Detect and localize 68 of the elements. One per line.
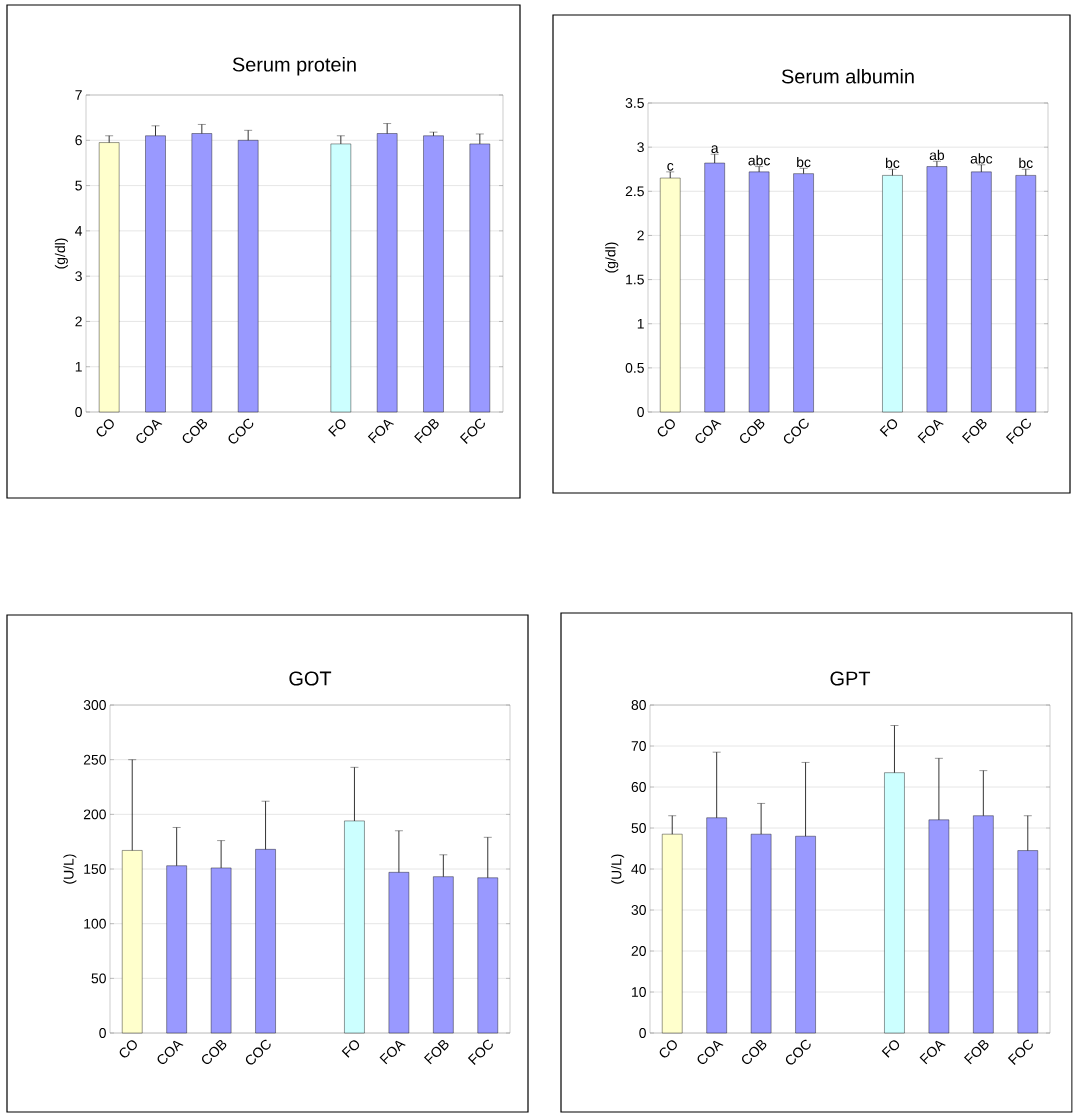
chart-title: Serum albumin <box>782 68 914 84</box>
y-tick-label: 2.5 <box>626 186 645 197</box>
bar <box>749 171 770 413</box>
y-tick-label: 30 <box>631 905 647 915</box>
x-tick-label: CO <box>657 419 676 437</box>
y-tick-label: 1 <box>75 361 83 372</box>
y-tick-label: 150 <box>84 864 107 874</box>
chart-title: GOT <box>289 671 332 686</box>
y-tick-label: 3.5 <box>625 98 645 108</box>
annotation: abc <box>748 155 771 166</box>
annotation: a <box>711 145 719 154</box>
y-tick-label: 50 <box>91 973 107 984</box>
x-tick-label: FO <box>879 419 898 437</box>
y-tick-label: 3 <box>637 142 645 153</box>
y-tick-label: 40 <box>631 864 647 874</box>
y-axis-title: (U/L) <box>63 854 77 884</box>
x-tick-label: COA <box>695 419 722 444</box>
y-axis-title: (U/L) <box>611 854 625 884</box>
y-tick-label: 100 <box>84 918 107 929</box>
x-tick-label: FOA <box>368 419 395 444</box>
annotation: bc <box>797 156 811 168</box>
x-tick-label: FO <box>881 1040 900 1058</box>
x-tick-label: FOA <box>379 1040 406 1065</box>
y-tick-label: 7 <box>75 90 82 100</box>
annotation: abc <box>970 153 993 164</box>
y-axis-title: (g/dl) <box>605 242 619 273</box>
annotation: bc <box>886 157 900 169</box>
y-tick-label: 0 <box>75 407 83 417</box>
y-tick-label: 0 <box>639 1028 647 1038</box>
y-tick-label: 80 <box>631 700 647 710</box>
chart-title: Serum protein <box>233 56 356 76</box>
annotation: bc <box>1019 157 1033 169</box>
y-tick-label: 250 <box>84 754 107 765</box>
annotation: c <box>667 163 674 171</box>
x-tick-label: COA <box>136 419 163 444</box>
y-tick-label: 60 <box>631 782 647 792</box>
x-tick-label: FO <box>341 1040 360 1058</box>
y-tick-label: 20 <box>631 946 647 956</box>
bar <box>926 166 948 413</box>
y-tick-label: 5 <box>75 180 83 191</box>
x-tick-label: COA <box>157 1040 184 1065</box>
y-tick-label: 4 <box>75 226 83 236</box>
bar <box>793 173 814 413</box>
y-tick-label: 50 <box>631 823 647 833</box>
y-tick-label: 200 <box>84 809 107 820</box>
y-tick-label: 2 <box>637 230 644 241</box>
y-tick-label: 70 <box>631 741 647 751</box>
y-tick-label: 0 <box>637 407 645 417</box>
y-tick-label: 3 <box>75 271 83 282</box>
x-tick-label: CO <box>659 1040 678 1058</box>
y-axis-title: (g/dl) <box>55 238 69 269</box>
y-tick-label: 1 <box>638 318 645 329</box>
y-tick-label: 0.5 <box>625 362 645 373</box>
annotation: ab <box>929 149 945 161</box>
y-tick-label: 2 <box>75 316 82 327</box>
x-tick-label: COA <box>697 1040 724 1065</box>
bar <box>660 177 681 413</box>
x-tick-label: FOA <box>919 1040 946 1065</box>
y-tick-label: 10 <box>632 987 647 997</box>
x-tick-label: FO <box>328 419 346 437</box>
y-tick-label: 0 <box>99 1028 107 1038</box>
y-tick-label: 300 <box>83 700 107 710</box>
y-tick-label: 1.5 <box>626 274 645 285</box>
x-tick-label: CO <box>96 419 115 437</box>
x-tick-label: FOA <box>917 419 944 444</box>
y-tick-label: 6 <box>75 135 83 146</box>
x-tick-label: CO <box>119 1040 138 1058</box>
chart-title: GPT <box>830 671 871 686</box>
